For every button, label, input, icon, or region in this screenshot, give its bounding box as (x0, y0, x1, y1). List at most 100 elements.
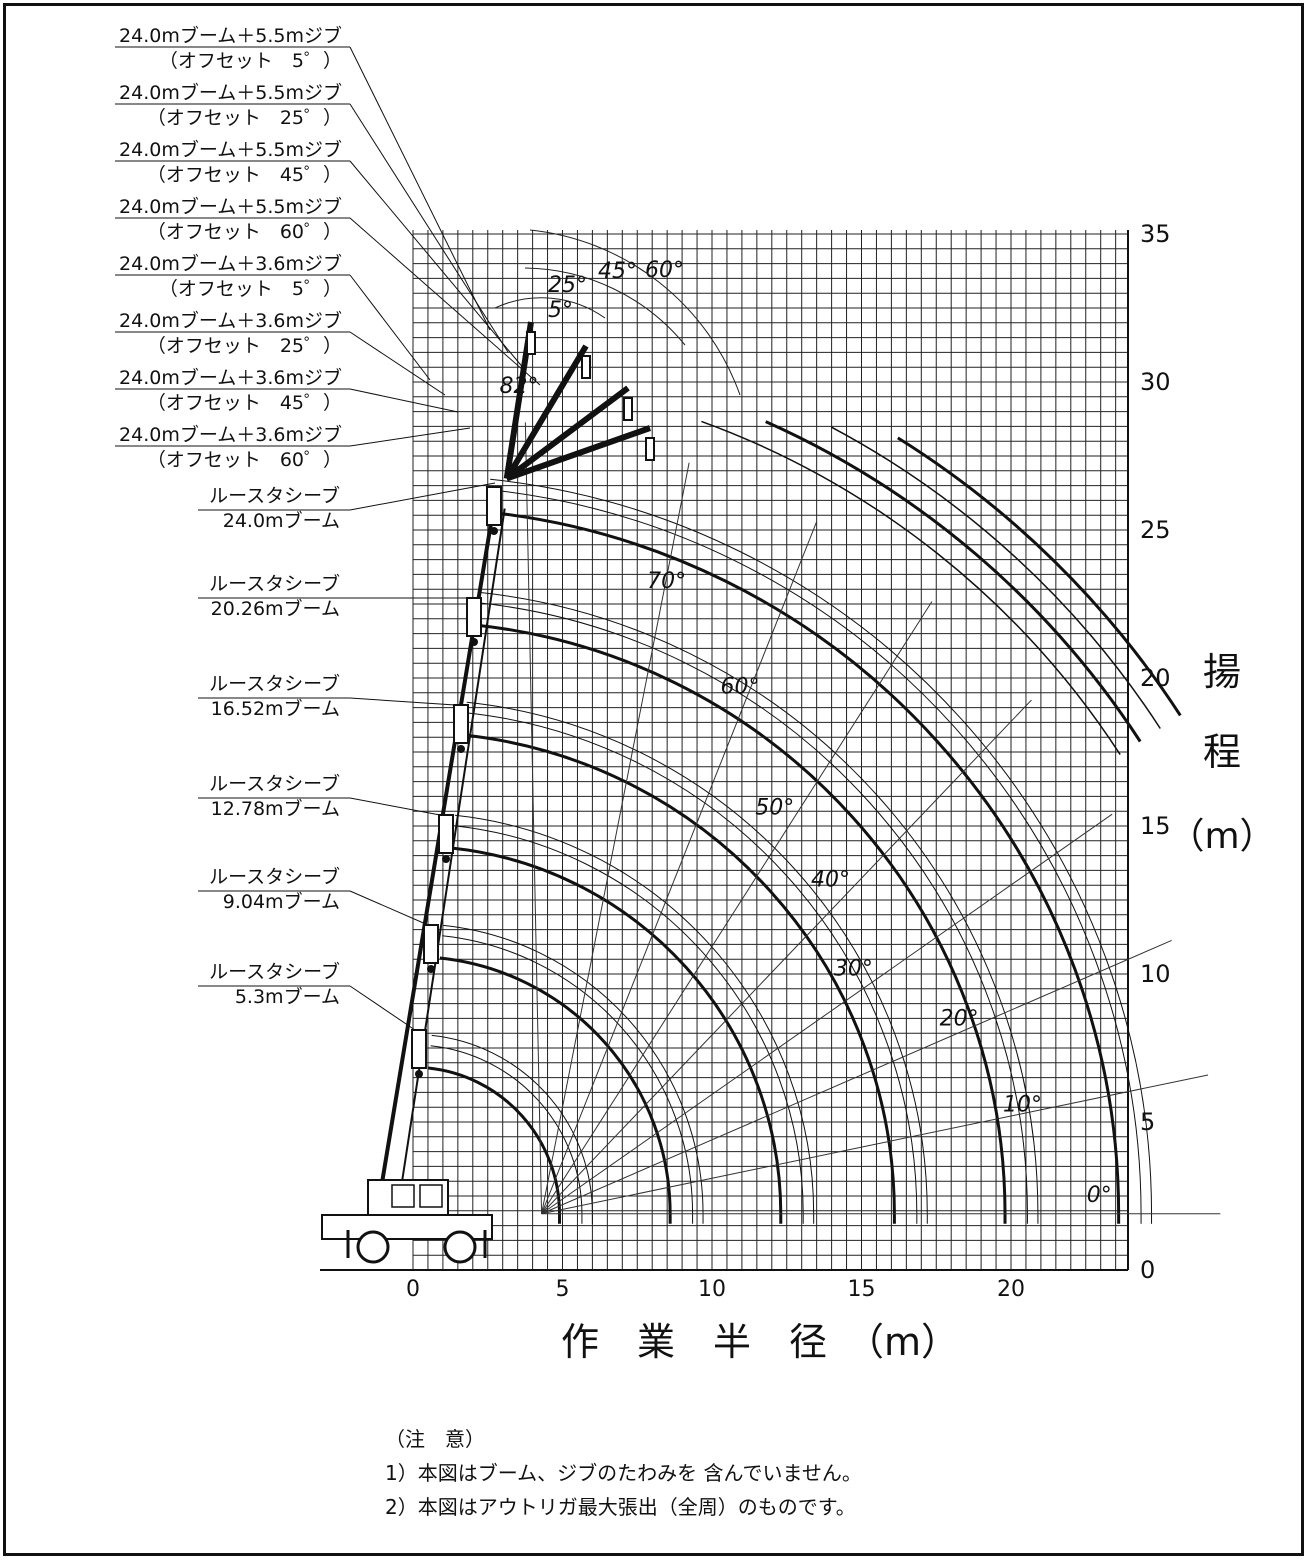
lift-arc (442, 935, 694, 1224)
notes: （注 意） 1）本図はブーム、ジブのたわみを 含んでいません。 2）本図はアウト… (385, 1422, 862, 1524)
sheave-block (411, 1029, 427, 1069)
boom-sheave-label: ルースタシーブ (209, 960, 340, 983)
axes: 0 5 10 15 20 作 業 半 径 （m） 0 5 10 15 20 25 30 35 揚程 （m） (406, 220, 1276, 1364)
lift-arc (490, 478, 1153, 1224)
boom-sheave-label: ルースタシーブ (209, 572, 340, 595)
lift-arc (453, 825, 804, 1224)
angle-line (541, 699, 1032, 1215)
lift-arc (443, 924, 704, 1224)
lift-arc (431, 1034, 593, 1224)
x-tick-label: 20 (997, 1277, 1025, 1302)
jib-5.5m (504, 344, 589, 481)
jib-config-offset-label: （オフセット 45゜） (147, 164, 342, 186)
angle-label: 40° (811, 868, 850, 893)
notes-heading: （注 意） (385, 1427, 485, 1451)
crane-wheel (356, 1230, 390, 1264)
lift-arc (466, 701, 928, 1224)
y-axis-title-char: 揚 (1203, 650, 1241, 694)
leader-line (349, 217, 541, 386)
lift-arc (465, 712, 918, 1224)
jib-config-offset-label: （オフセット 5゜） (159, 50, 342, 72)
jib-hook-block (645, 437, 655, 461)
angle-label: 30° (834, 956, 873, 981)
y-tick-label: 10 (1140, 960, 1171, 988)
angle-line (541, 813, 1113, 1215)
x-tick-label: 15 (848, 1277, 876, 1302)
jib-hook-block (581, 355, 591, 379)
angle-line (541, 939, 1172, 1215)
jib-arc (897, 436, 1182, 717)
leader-line (349, 274, 431, 381)
hook (427, 965, 435, 973)
crane-truck-icon (321, 1179, 493, 1264)
jib-config-label: 24.0mブーム＋3.6mジブ (119, 423, 342, 446)
jib-config-offset-label: （オフセット 60゜） (147, 449, 342, 471)
offset-arc-45 (524, 267, 686, 346)
x-tick-label: 10 (698, 1277, 726, 1302)
jib-config-offset-label: （オフセット 5゜） (159, 278, 342, 300)
boom-sheave-label: ルースタシーブ (209, 484, 340, 507)
boom-length-label: 9.04mブーム (223, 890, 340, 913)
y-tick-label: 35 (1140, 220, 1171, 248)
boom-drawing: 60°45°25°5° (378, 229, 741, 1196)
jib-config-label: 24.0mブーム＋3.6mジブ (119, 366, 342, 389)
x-tick-label: 5 (556, 1277, 570, 1302)
crane-wheel (443, 1230, 477, 1264)
jib-config-offset-label: （オフセット 60゜） (147, 221, 342, 243)
lift-arc (463, 733, 896, 1224)
hook (415, 1070, 423, 1078)
angle-label: 20° (940, 1006, 979, 1031)
offset-arc-5 (494, 297, 606, 319)
offset-angle-label: 25° (548, 273, 587, 298)
left-callout-labels: 24.0mブーム＋5.5mジブ （オフセット 5゜） 24.0mブーム＋5.5mジブ… (115, 24, 541, 1031)
hook (457, 745, 465, 753)
y-tick-label: 15 (1140, 812, 1171, 840)
jib-hook-block (526, 331, 536, 355)
note-item-1: 1）本図はブーム、ジブのたわみを 含んでいません。 (385, 1461, 862, 1485)
y-tick-label: 0 (1140, 1256, 1155, 1284)
lift-arc (451, 846, 783, 1224)
leader-line (349, 46, 491, 331)
leader-line (349, 160, 526, 371)
y-axis-title-char: 程 (1203, 730, 1241, 774)
grid (320, 230, 1129, 1271)
sheave-block (486, 486, 502, 526)
jib-5.5m (505, 425, 651, 482)
jib-config-label: 24.0mブーム＋3.6mジブ (119, 252, 342, 275)
note-item-2: 2）本図はアウトリガ最大張出（全周）のものです。 (385, 1495, 856, 1519)
angle-line (541, 1074, 1209, 1215)
lift-arc (454, 814, 815, 1224)
jib-config-label: 24.0mブーム＋5.5mジブ (119, 81, 342, 104)
leader-line (349, 482, 496, 511)
angle-line (541, 601, 933, 1215)
lift-height-arcs (428, 420, 1182, 1224)
offset-angle-label: 60° (645, 258, 684, 283)
lift-arc (430, 1045, 583, 1224)
leader-line (349, 697, 456, 706)
crane-window (391, 1184, 415, 1208)
jib-config-offset-label: （オフセット 25゜） (147, 107, 342, 129)
leader-line (349, 103, 509, 353)
angle-label: 0° (1087, 1183, 1112, 1208)
leader-line (349, 331, 446, 396)
angle-line (541, 462, 690, 1214)
lift-arc (474, 623, 1007, 1224)
leader-line (349, 797, 441, 816)
jib-config-label: 24.0mブーム＋5.5mジブ (119, 24, 342, 47)
jib-config-label: 24.0mブーム＋5.5mジブ (119, 138, 342, 161)
crane-window (419, 1184, 443, 1208)
boom-length-label: 24.0mブーム (223, 509, 340, 532)
leader-line (349, 427, 471, 447)
y-tick-label: 30 (1140, 368, 1171, 396)
leader-line (349, 890, 429, 926)
boom-length-label: 5.3mブーム (235, 985, 340, 1008)
x-axis-title: 作 業 半 径 （m） (561, 1320, 959, 1364)
angle-label: 10° (1003, 1092, 1042, 1117)
y-axis-unit: （m） (1168, 816, 1275, 857)
angle-label: 70° (647, 569, 686, 594)
jib-config-label: 24.0mブーム＋5.5mジブ (119, 195, 342, 218)
lift-arc (477, 602, 1028, 1224)
hook (470, 638, 478, 646)
